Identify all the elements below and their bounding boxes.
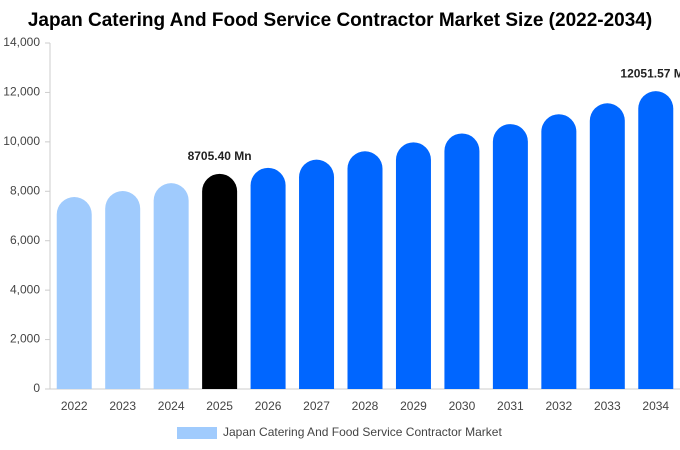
x-tick-label: 2023 <box>109 399 136 413</box>
bar <box>56 196 92 389</box>
y-tick-label: 0 <box>33 381 40 395</box>
bar <box>638 91 674 389</box>
bar <box>250 167 286 389</box>
bar <box>105 191 141 389</box>
bar <box>541 114 577 390</box>
x-tick-label: 2024 <box>158 399 185 413</box>
y-tick-label: 10,000 <box>3 134 40 148</box>
chart-title: Japan Catering And Food Service Contract… <box>28 10 652 31</box>
bar <box>444 133 480 389</box>
y-tick-label: 4,000 <box>10 282 40 296</box>
bar <box>299 159 335 389</box>
x-tick-label: 2022 <box>61 399 88 413</box>
legend-swatch <box>177 427 217 439</box>
bar <box>202 173 238 389</box>
value-label: 8705.40 Mn <box>188 149 252 163</box>
y-tick-label: 2,000 <box>10 332 40 346</box>
x-tick-label: 2026 <box>255 399 282 413</box>
x-tick-label: 2033 <box>594 399 621 413</box>
y-tick-label: 6,000 <box>10 233 40 247</box>
bar <box>395 142 431 389</box>
x-tick-label: 2030 <box>449 399 476 413</box>
value-label: 12051.57 Mn <box>620 66 680 80</box>
y-tick-label: 12,000 <box>3 85 40 99</box>
x-tick-label: 2027 <box>303 399 330 413</box>
legend-label: Japan Catering And Food Service Contract… <box>223 425 502 439</box>
bar <box>492 124 528 390</box>
x-tick-label: 2029 <box>400 399 427 413</box>
x-tick-label: 2028 <box>352 399 379 413</box>
bar <box>589 103 625 389</box>
x-tick-label: 2025 <box>206 399 233 413</box>
bar <box>153 183 189 389</box>
x-tick-label: 2032 <box>545 399 572 413</box>
y-tick-label: 14,000 <box>3 35 40 49</box>
y-tick-label: 8,000 <box>10 183 40 197</box>
x-tick-label: 2034 <box>642 399 669 413</box>
x-tick-label: 2031 <box>497 399 524 413</box>
bar <box>347 151 383 389</box>
